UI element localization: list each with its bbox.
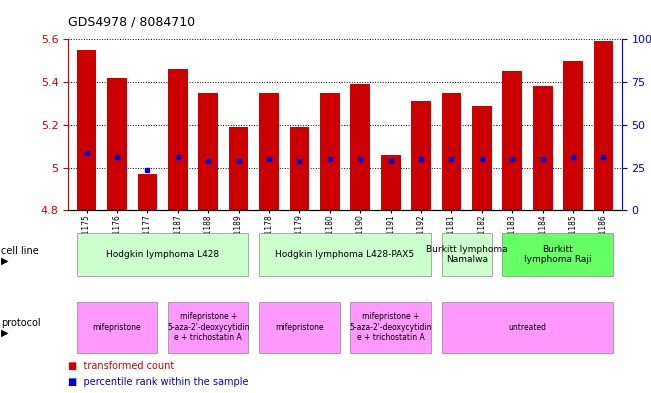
Bar	[594, 41, 613, 210]
Bar	[503, 72, 522, 210]
Text: ■  transformed count: ■ transformed count	[68, 362, 174, 371]
Text: Hodgkin lymphoma L428-PAX5: Hodgkin lymphoma L428-PAX5	[275, 250, 415, 259]
Bar	[320, 93, 340, 210]
Bar	[533, 86, 553, 210]
Bar	[77, 233, 249, 276]
Text: mifepristone: mifepristone	[275, 323, 324, 332]
Bar	[350, 84, 370, 210]
Bar	[259, 233, 431, 276]
Text: Burkitt lymphoma
Namalwa: Burkitt lymphoma Namalwa	[426, 245, 508, 264]
Text: Burkitt
lymphoma Raji: Burkitt lymphoma Raji	[524, 245, 592, 264]
Bar	[411, 101, 431, 210]
Bar	[381, 155, 400, 210]
Bar	[441, 302, 613, 353]
Text: mifepristone +
5-aza-2'-deoxycytidin
e + trichostatin A: mifepristone + 5-aza-2'-deoxycytidin e +…	[350, 312, 432, 342]
Bar	[441, 233, 492, 276]
Bar	[259, 93, 279, 210]
Text: mifepristone +
5-aza-2'-deoxycytidin
e + trichostatin A: mifepristone + 5-aza-2'-deoxycytidin e +…	[167, 312, 249, 342]
Text: ▶: ▶	[1, 255, 8, 265]
Bar	[350, 302, 431, 353]
Bar	[229, 127, 249, 210]
Bar	[199, 93, 218, 210]
Bar	[472, 106, 492, 210]
Bar	[259, 302, 340, 353]
Text: ▶: ▶	[1, 328, 8, 338]
Text: Hodgkin lymphoma L428: Hodgkin lymphoma L428	[106, 250, 219, 259]
Text: ■  percentile rank within the sample: ■ percentile rank within the sample	[68, 377, 249, 387]
Bar	[290, 127, 309, 210]
Text: protocol: protocol	[1, 318, 40, 328]
Text: mifepristone: mifepristone	[92, 323, 141, 332]
Bar	[441, 93, 462, 210]
Bar	[563, 61, 583, 210]
Bar	[168, 69, 187, 210]
Bar	[107, 78, 127, 210]
Bar	[137, 174, 158, 210]
Bar	[168, 302, 249, 353]
Text: untreated: untreated	[508, 323, 546, 332]
Bar	[77, 50, 96, 210]
Text: cell line: cell line	[1, 246, 38, 255]
Bar	[503, 233, 613, 276]
Bar	[77, 302, 158, 353]
Text: GDS4978 / 8084710: GDS4978 / 8084710	[68, 16, 195, 29]
